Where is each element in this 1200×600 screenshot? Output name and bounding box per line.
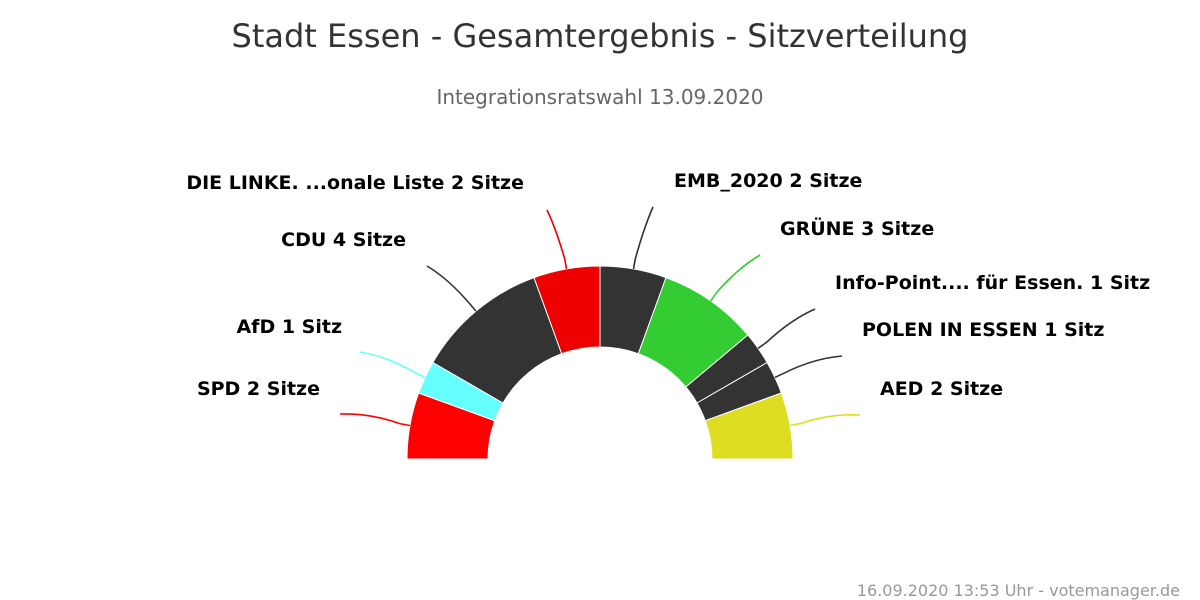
chart-title: Stadt Essen - Gesamtergebnis - Sitzverte… — [232, 17, 969, 55]
label-spd: SPD 2 Sitze — [197, 378, 320, 400]
slices-group — [406, 265, 794, 460]
connectors-group — [339, 206, 861, 427]
connector-emb-2020 — [632, 206, 654, 270]
label-emb-2020: EMB_2020 2 Sitze — [674, 170, 862, 192]
connector-gr-ne — [710, 254, 761, 302]
connector-aed — [789, 413, 861, 427]
labels-group: SPD 2 Sitze AfD 1 Sitz CDU 4 Sitze DIE LINK… — [186, 170, 1150, 400]
label-die-linke-onale-liste: DIE LINKE. ...onale Liste 2 Sitze — [186, 172, 524, 194]
connector-cdu — [426, 265, 477, 312]
label-gr-ne: GRÜNE 3 Sitze — [780, 216, 934, 240]
chart-subtitle: Integrationsratswahl 13.09.2020 — [436, 85, 763, 109]
connector-die-linke-onale-liste — [546, 209, 568, 270]
label-afd: AfD 1 Sitz — [236, 316, 342, 338]
label-cdu: CDU 4 Sitze — [281, 229, 406, 251]
connector-spd — [339, 413, 411, 427]
connector-info-point-f-r-essen — [757, 308, 816, 349]
label-polen-in-essen: POLEN IN ESSEN 1 Sitz — [862, 319, 1104, 341]
label-info-point-f-r-essen: Info-Point.... für Essen. 1 Sitz — [835, 272, 1150, 294]
chart-credit: 16.09.2020 13:53 Uhr - votemanager.de — [857, 581, 1180, 600]
connector-polen-in-essen — [774, 355, 843, 379]
connector-afd — [359, 351, 426, 379]
label-aed: AED 2 Sitze — [880, 378, 1003, 400]
slice-aed[interactable] — [704, 392, 794, 460]
